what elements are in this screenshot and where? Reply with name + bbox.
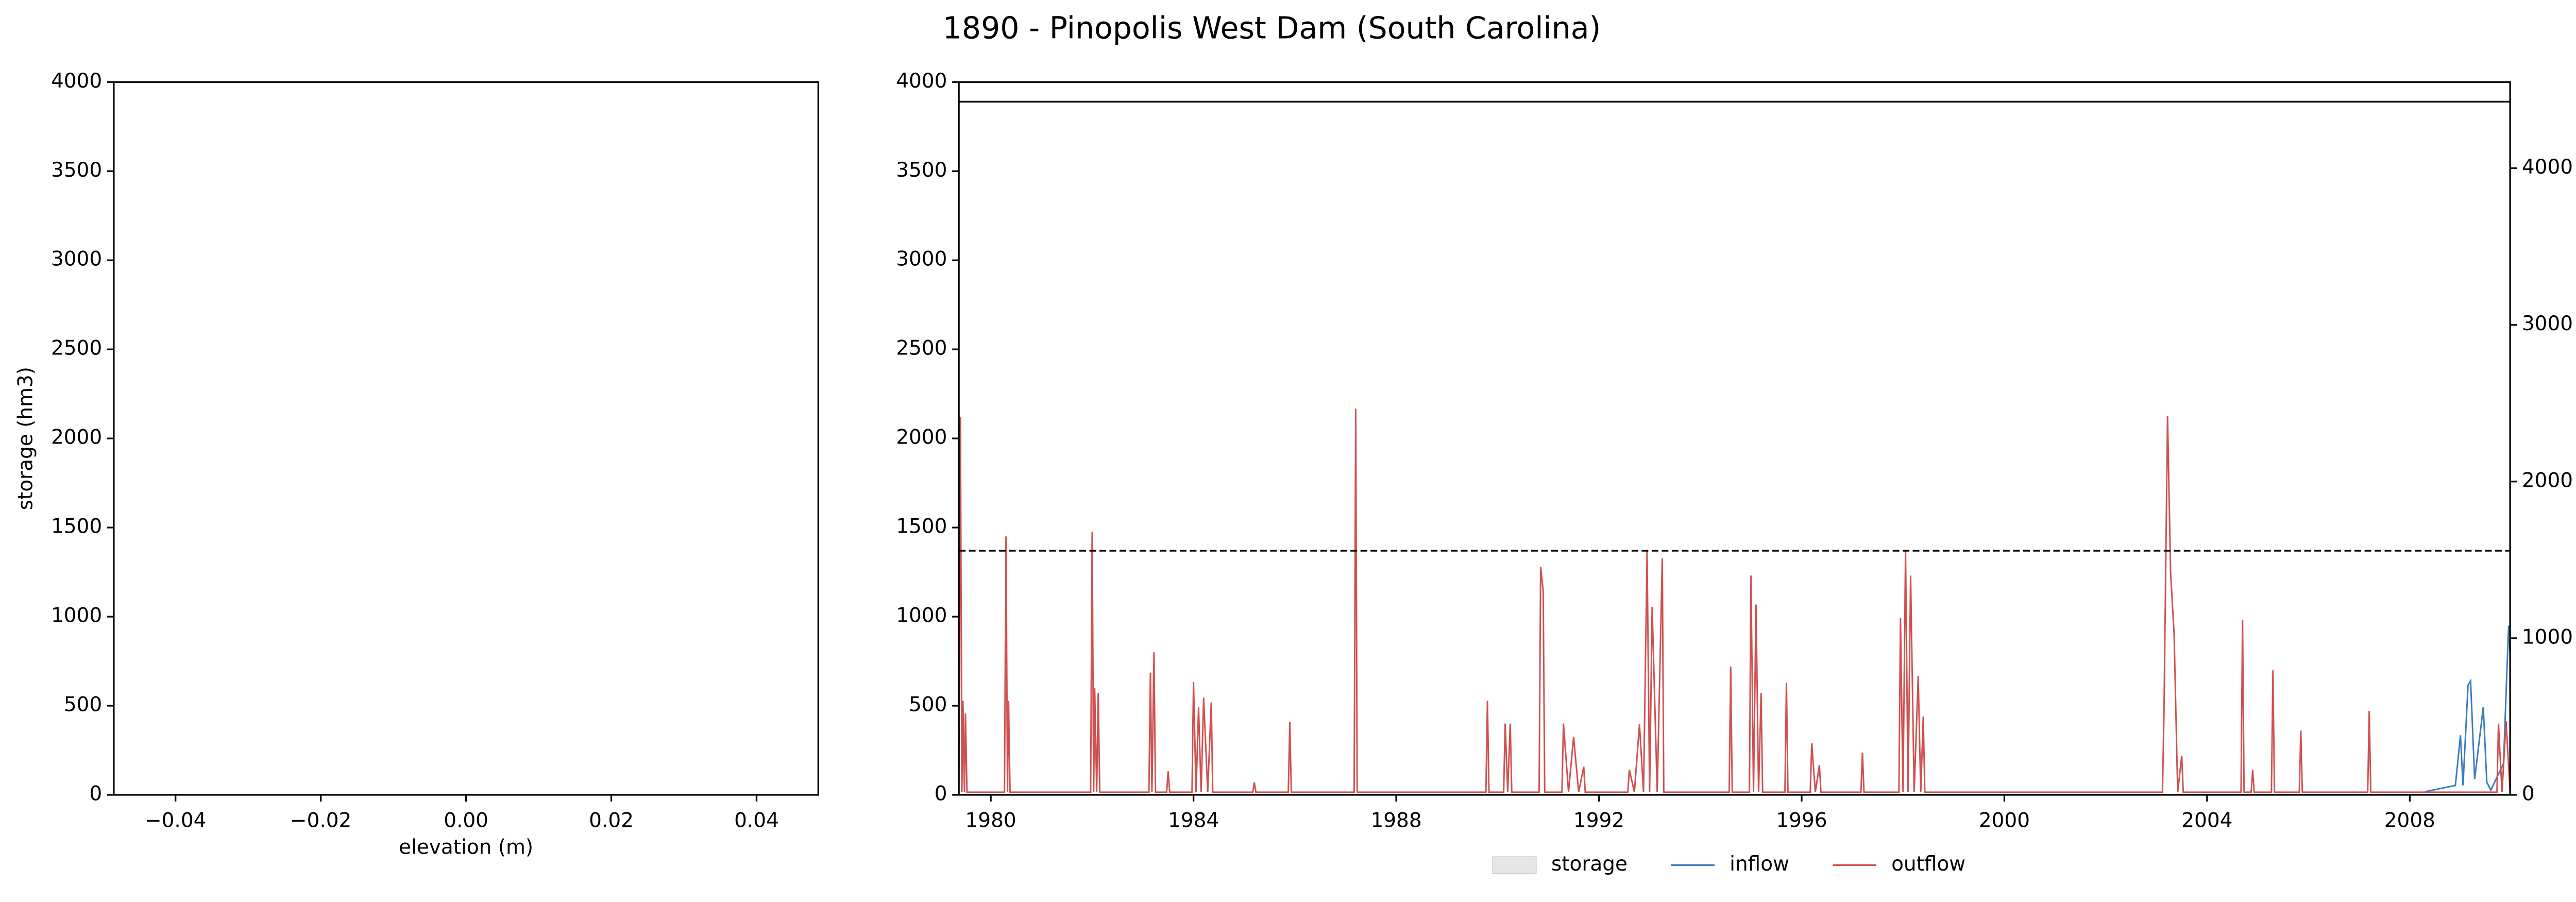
y-tick-label: 0 bbox=[89, 782, 102, 805]
x-tick-label: 1988 bbox=[1370, 809, 1421, 832]
x-tick-label: 0.04 bbox=[734, 809, 779, 832]
x-tick-label: 0.00 bbox=[444, 809, 488, 832]
y-tick-label: 1500 bbox=[896, 515, 947, 538]
plot-frame bbox=[113, 81, 819, 796]
legend-label: storage bbox=[1551, 853, 1628, 876]
x-tick-label: 1992 bbox=[1573, 809, 1624, 832]
y-tick-label: 1000 bbox=[51, 604, 102, 627]
y2-tick-label: 0 bbox=[2522, 782, 2535, 805]
y-tick-label: 3000 bbox=[51, 248, 102, 271]
y-tick-label: 500 bbox=[909, 693, 947, 717]
y2-tick-label: 4000 bbox=[2522, 156, 2573, 179]
x-tick-label: 1984 bbox=[1168, 809, 1219, 832]
x-tick-label: 2004 bbox=[2181, 809, 2232, 832]
x-tick-label: −0.04 bbox=[145, 809, 206, 832]
y-tick-label: 500 bbox=[64, 693, 102, 717]
x-tick-label: 2000 bbox=[1979, 809, 2030, 832]
figure-title: 1890 - Pinopolis West Dam (South Carolin… bbox=[943, 11, 1601, 46]
y-tick-label: 2000 bbox=[51, 426, 102, 449]
x-tick-label: −0.02 bbox=[290, 809, 351, 832]
x-tick-label: 0.02 bbox=[589, 809, 634, 832]
x-tick-label: 2008 bbox=[2384, 809, 2435, 832]
series-line bbox=[958, 409, 2511, 793]
y-tick-label: 0 bbox=[935, 782, 947, 805]
y-tick-label: 4000 bbox=[51, 70, 102, 93]
y-tick-label: 2500 bbox=[896, 337, 947, 360]
y2-tick-label: 3000 bbox=[2522, 312, 2573, 335]
y-tick-label: 1500 bbox=[51, 515, 102, 538]
y-tick-label: 2000 bbox=[896, 426, 947, 449]
y-tick-label: 3000 bbox=[896, 248, 947, 271]
legend-swatch bbox=[1492, 856, 1537, 874]
plot-frame bbox=[958, 81, 2511, 796]
y-tick-label: 2500 bbox=[51, 337, 102, 360]
legend-label: inflow bbox=[1730, 853, 1789, 876]
y2-tick-label: 1000 bbox=[2522, 625, 2573, 649]
y-tick-label: 3500 bbox=[896, 159, 947, 182]
x-tick-label: 1996 bbox=[1776, 809, 1827, 832]
y-tick-label: 3500 bbox=[51, 159, 102, 182]
y-axis-label: storage (hm3) bbox=[14, 367, 37, 510]
legend-label: outflow bbox=[1891, 853, 1965, 876]
y-tick-label: 1000 bbox=[896, 604, 947, 627]
y2-tick-label: 2000 bbox=[2522, 469, 2573, 492]
x-tick-label: 1980 bbox=[965, 809, 1016, 832]
y-tick-label: 4000 bbox=[896, 70, 947, 93]
x-axis-label: elevation (m) bbox=[399, 836, 533, 859]
